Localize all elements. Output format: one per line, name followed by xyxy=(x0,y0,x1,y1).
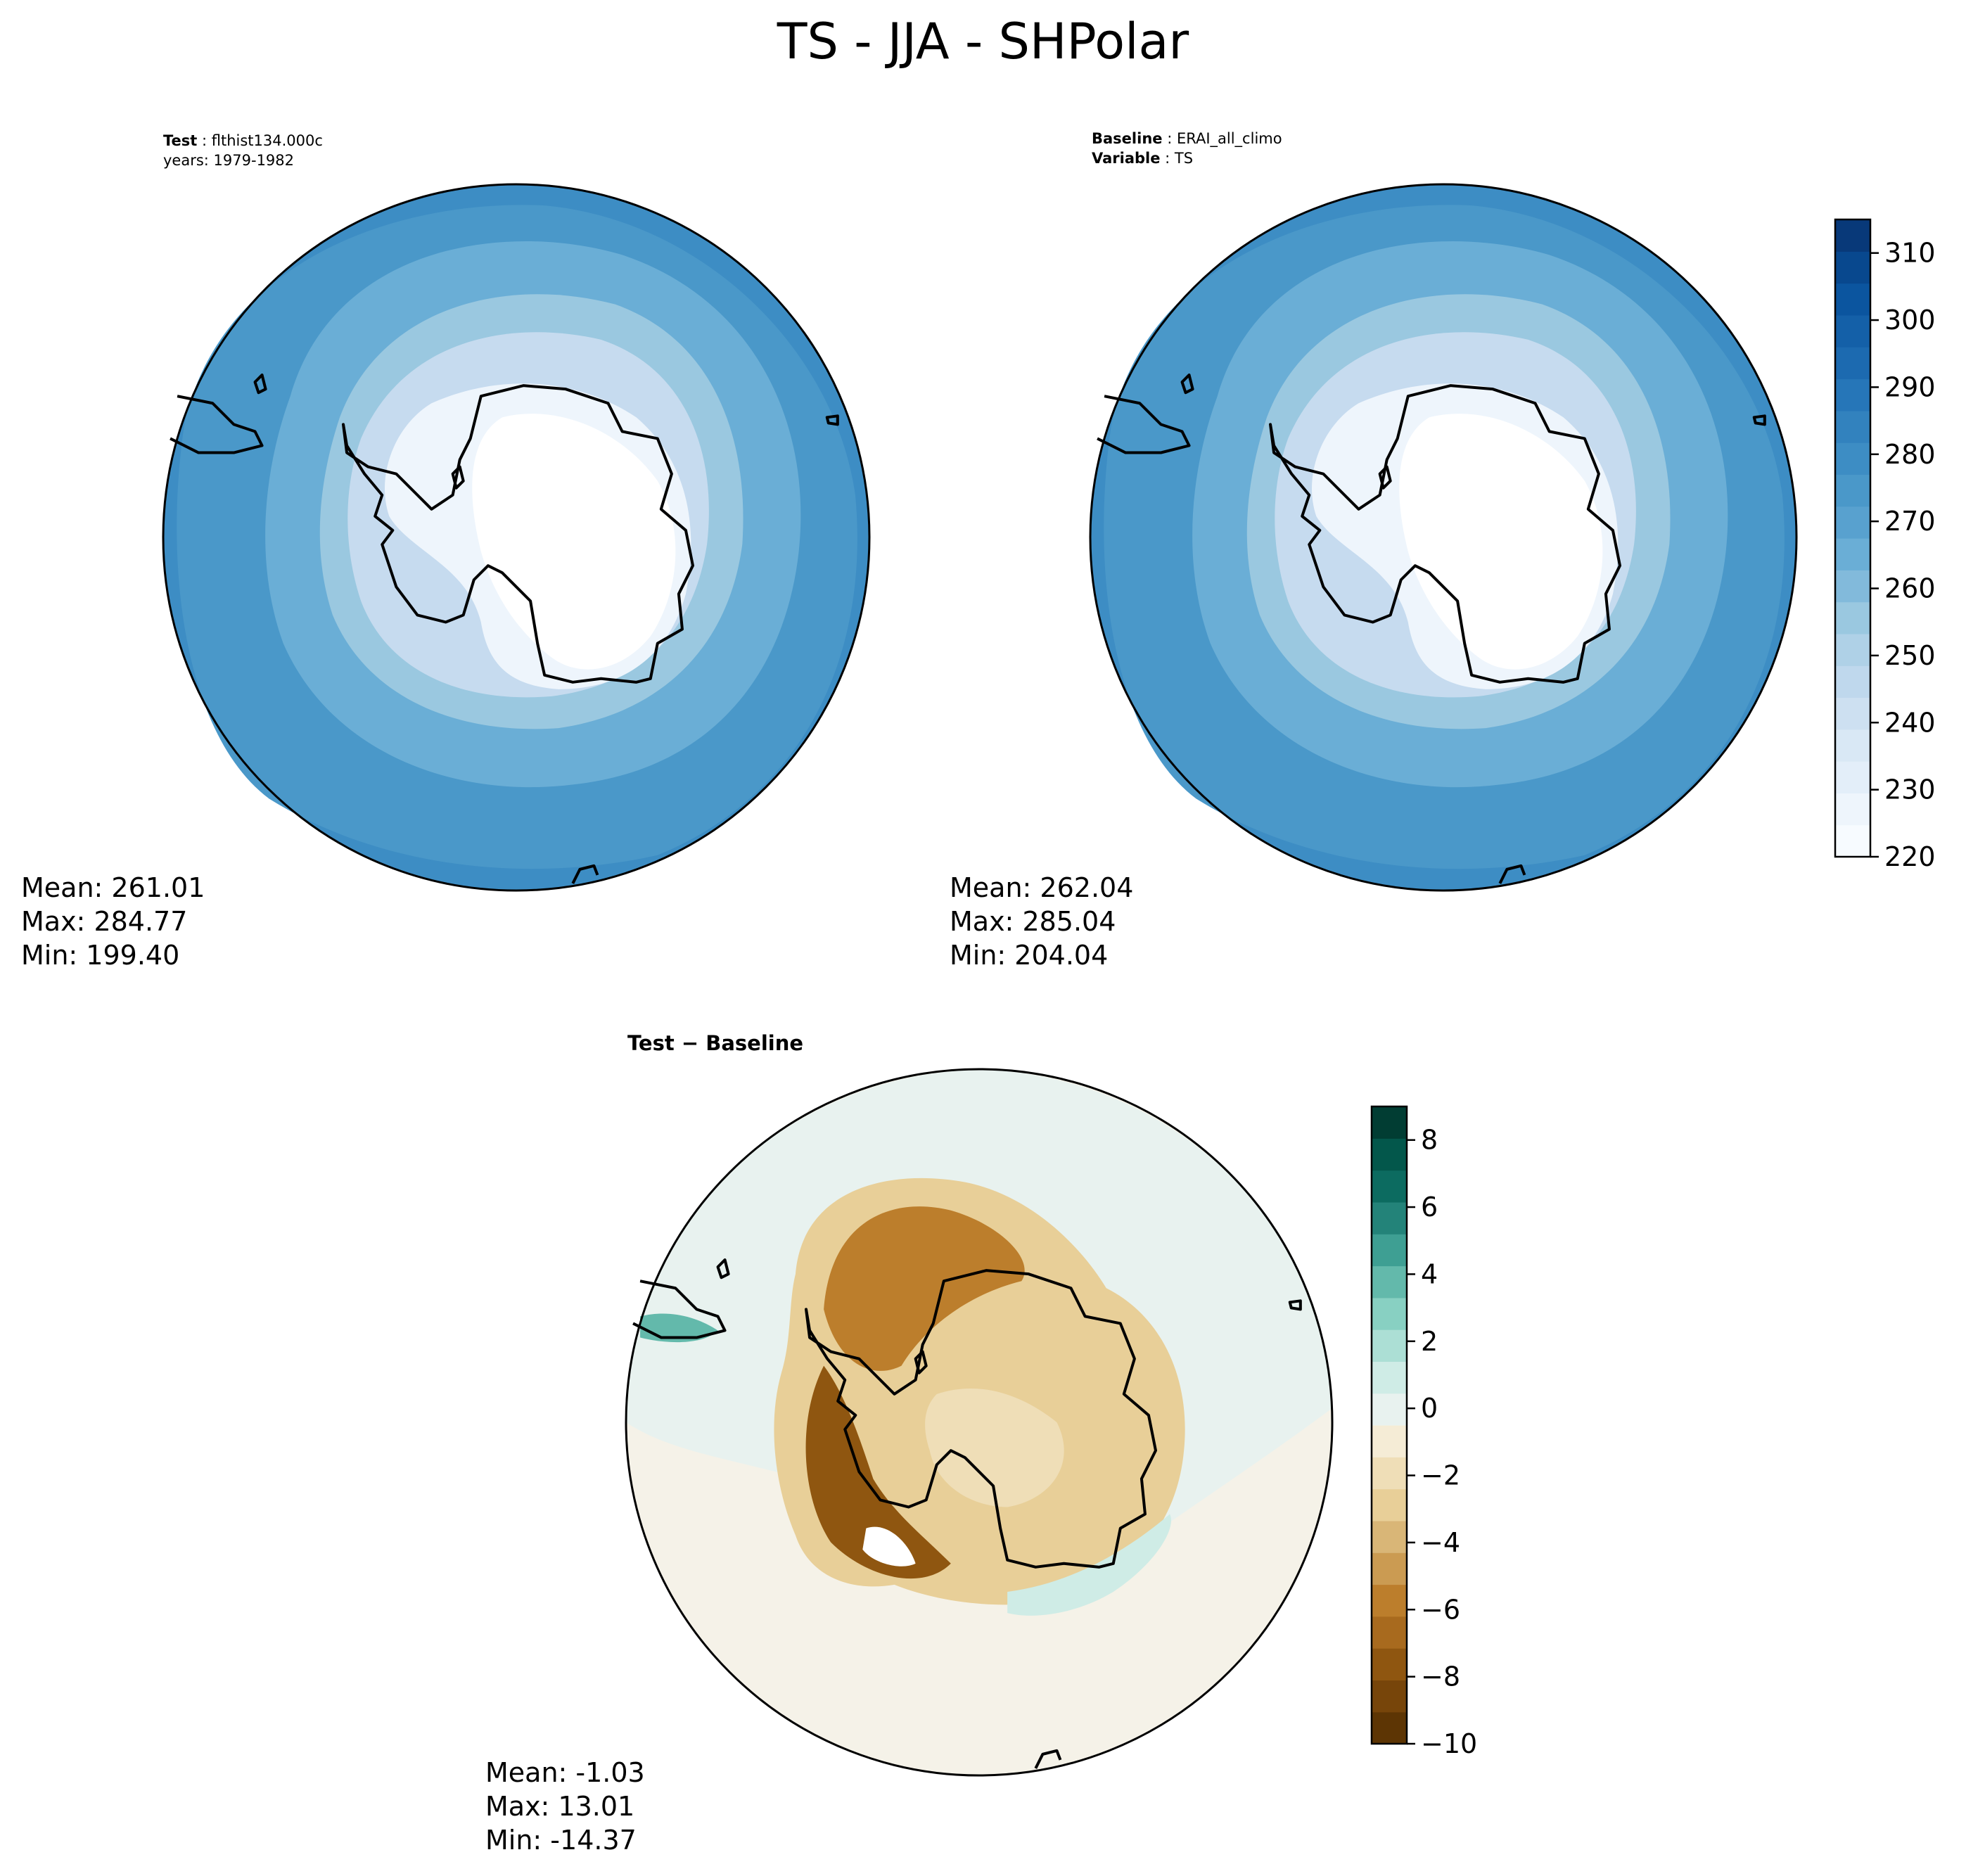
test-label-value: flthist134.000c xyxy=(211,132,323,149)
baseline-panel-label: Baseline : ERAI_all_climo Variable : TS xyxy=(1092,129,1282,168)
test-map xyxy=(162,183,871,892)
test-years: years: 1979-1982 xyxy=(163,152,295,169)
colorbar-diff-segment xyxy=(1372,1648,1407,1680)
colorbar-abs-segment xyxy=(1835,314,1870,347)
colorbar-abs-tick-label: 240 xyxy=(1884,707,1936,738)
colorbar-diff-tick-label: −6 xyxy=(1421,1594,1460,1625)
colorbar-diff-segment xyxy=(1372,1584,1407,1617)
colorbar-abs-segment xyxy=(1835,283,1870,316)
baseline-label-sep: : xyxy=(1162,130,1177,147)
colorbar-abs-segment xyxy=(1835,219,1870,252)
colorbar-abs-segment xyxy=(1835,665,1870,698)
colorbar-diff-tick-label: 4 xyxy=(1421,1258,1438,1289)
test-panel-label: Test : flthist134.000c years: 1979-1982 xyxy=(163,131,323,170)
colorbar-diff-segment xyxy=(1372,1265,1407,1298)
baseline-map xyxy=(1089,183,1798,892)
test-label-sep: : xyxy=(197,132,212,149)
colorbar-abs-frame xyxy=(1834,218,1872,858)
colorbar-abs-segment xyxy=(1835,474,1870,507)
colorbar-abs-segment xyxy=(1835,251,1870,284)
test-mean: Mean: 261.01 xyxy=(21,872,205,903)
diff-panel-title: Test − Baseline xyxy=(627,1031,804,1055)
baseline-label-value: ERAI_all_climo xyxy=(1176,130,1282,147)
colorbar-diff: −10 −8 −6 −4 −2 0 2 4 6 8 xyxy=(1370,1105,1477,1759)
test-max: Max: 284.77 xyxy=(21,906,188,937)
colorbar-abs-tick-label: 260 xyxy=(1884,573,1936,604)
baseline-min: Min: 204.04 xyxy=(950,940,1109,971)
colorbar-abs-tick-label: 280 xyxy=(1884,439,1936,470)
test-label-key: Test xyxy=(163,132,198,149)
colorbar-diff-segment xyxy=(1372,1329,1407,1362)
colorbar-diff-segment xyxy=(1372,1170,1407,1203)
colorbar-abs-segment xyxy=(1835,601,1870,634)
colorbar-diff-segment xyxy=(1372,1106,1407,1139)
colorbar-diff-segment xyxy=(1372,1201,1407,1234)
colorbar-abs-segment xyxy=(1835,347,1870,380)
colorbar-abs-tick-label: 310 xyxy=(1884,238,1936,269)
colorbar-diff-tick-label: 2 xyxy=(1421,1326,1438,1357)
colorbar-diff-segment xyxy=(1372,1488,1407,1521)
colorbar-diff-tick-label: 0 xyxy=(1421,1393,1438,1424)
colorbar-abs-segment xyxy=(1835,442,1870,475)
diff-mean: Mean: -1.03 xyxy=(485,1757,645,1788)
colorbar-abs-tick-label: 220 xyxy=(1884,841,1936,872)
colorbar-diff-segment xyxy=(1372,1680,1407,1713)
colorbar-abs-segment xyxy=(1835,570,1870,603)
diff-min: Min: -14.37 xyxy=(485,1825,637,1856)
baseline-max: Max: 285.04 xyxy=(950,906,1116,937)
colorbar-abs-segment xyxy=(1835,729,1870,762)
colorbar-abs-segment xyxy=(1835,633,1870,666)
colorbar-diff-frame xyxy=(1370,1105,1408,1745)
baseline-stats: Mean: 262.04 Max: 285.04 Min: 204.04 xyxy=(950,871,1133,972)
colorbar-abs-segment xyxy=(1835,538,1870,570)
colorbar-diff-tick-label: −8 xyxy=(1421,1661,1460,1692)
colorbar-diff-segment xyxy=(1372,1393,1407,1426)
colorbar-abs-tick-label: 250 xyxy=(1884,640,1936,671)
colorbar-diff-tick-label: 8 xyxy=(1421,1125,1438,1156)
colorbar-abs-segment xyxy=(1835,378,1870,411)
colorbar-abs-tick-label: 230 xyxy=(1884,774,1936,805)
colorbar-diff-segment xyxy=(1372,1297,1407,1330)
colorbar-abs-segment xyxy=(1835,506,1870,539)
test-stats: Mean: 261.01 Max: 284.77 Min: 199.40 xyxy=(21,871,205,972)
colorbar-diff-segment xyxy=(1372,1361,1407,1394)
colorbar-diff-segment xyxy=(1372,1234,1407,1267)
variable-value: TS xyxy=(1174,150,1194,167)
colorbar-abs-segment xyxy=(1835,761,1870,793)
colorbar-abs: 220 230 240 250 260 270 280 290 300 310 xyxy=(1834,218,1936,872)
colorbar-diff-segment xyxy=(1372,1457,1407,1490)
variable-key: Variable xyxy=(1092,150,1161,167)
colorbar-diff-segment xyxy=(1372,1711,1407,1744)
colorbar-abs-tick-label: 270 xyxy=(1884,506,1936,537)
colorbar-diff-segment xyxy=(1372,1616,1407,1649)
figure-title: TS - JJA - SHPolar xyxy=(777,13,1189,70)
colorbar-abs-segment xyxy=(1835,824,1870,857)
diff-max: Max: 13.01 xyxy=(485,1791,635,1822)
baseline-label-key: Baseline xyxy=(1092,130,1163,147)
colorbar-abs-segment xyxy=(1835,410,1870,443)
baseline-mean: Mean: 262.04 xyxy=(950,872,1134,903)
colorbar-diff-segment xyxy=(1372,1520,1407,1553)
diff-map xyxy=(625,1068,1334,1777)
test-min: Min: 199.40 xyxy=(21,940,180,971)
colorbar-diff-tick-label: −4 xyxy=(1421,1527,1460,1558)
colorbar-abs-segment xyxy=(1835,697,1870,730)
colorbar-diff-tick-label: −10 xyxy=(1421,1728,1477,1759)
colorbar-diff-tick-label: −2 xyxy=(1421,1460,1460,1491)
colorbar-diff-segment xyxy=(1372,1138,1407,1171)
diff-stats: Mean: -1.03 Max: 13.01 Min: -14.37 xyxy=(485,1756,645,1857)
colorbar-abs-tick-label: 290 xyxy=(1884,371,1936,402)
variable-sep: : xyxy=(1160,150,1175,167)
colorbar-diff-segment xyxy=(1372,1425,1407,1457)
colorbar-abs-tick-label: 300 xyxy=(1884,305,1936,336)
colorbar-abs-segment xyxy=(1835,793,1870,826)
colorbar-diff-segment xyxy=(1372,1552,1407,1585)
colorbar-diff-tick-label: 6 xyxy=(1421,1192,1438,1223)
